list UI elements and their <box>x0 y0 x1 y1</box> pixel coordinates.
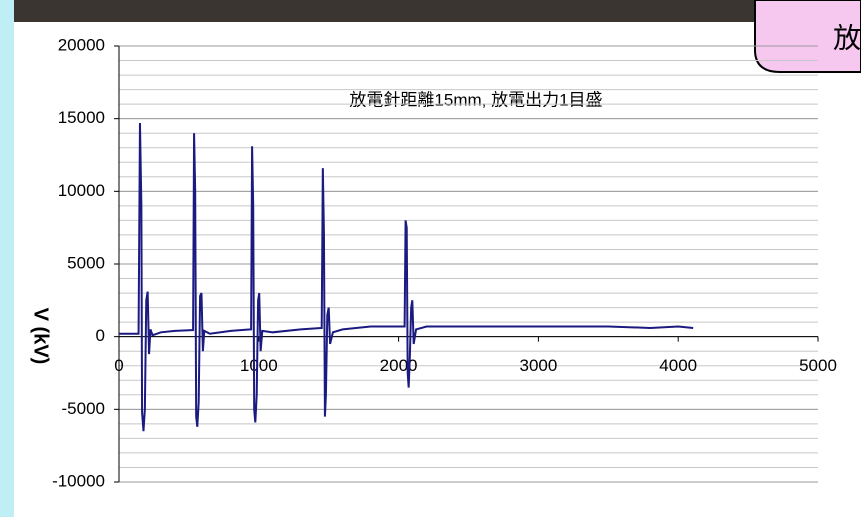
chart: 放 放電針距離15mm, 放電出力1目盛 V (kV) -10000 -5000 0… <box>0 0 861 517</box>
chart-title: 放電針距離15mm, 放電出力1目盛 <box>349 90 602 109</box>
y-axis-label: V (kV) <box>30 308 52 365</box>
y-tick-label: 10000 <box>58 181 105 200</box>
x-tick-label: 3000 <box>519 356 557 375</box>
y-tick-label: -5000 <box>62 399 105 418</box>
x-tick-label: 2000 <box>380 356 418 375</box>
y-tick-label: 20000 <box>58 35 105 54</box>
x-tick-label: 0 <box>114 356 123 375</box>
photo-strip <box>0 0 861 22</box>
banner-text: 放 <box>833 22 861 53</box>
y-tick-label: 15000 <box>58 108 105 127</box>
side-strip <box>0 0 14 517</box>
x-tick-label: 1000 <box>240 356 278 375</box>
y-tick-label: 5000 <box>67 253 105 272</box>
x-tick-label: 4000 <box>659 356 697 375</box>
x-tick-label: 5000 <box>799 356 837 375</box>
y-tick-label: -10000 <box>52 471 105 490</box>
y-tick-label: 0 <box>96 326 105 345</box>
